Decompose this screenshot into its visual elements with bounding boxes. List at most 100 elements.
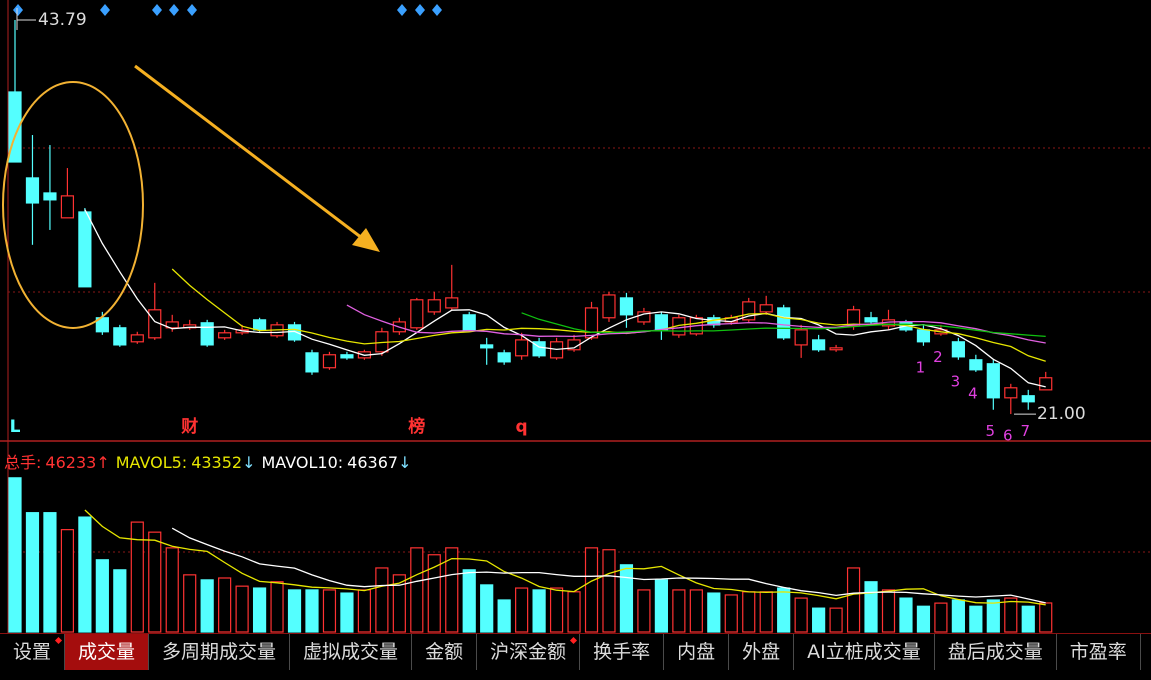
candle-body [777, 307, 791, 339]
ma-line [521, 312, 1046, 338]
candle-body [130, 334, 144, 343]
candle-body [1021, 395, 1035, 403]
volume-bar [637, 589, 651, 633]
volume-bar [1021, 605, 1035, 633]
volume-stat: MAVOL10: 46367↓ [262, 453, 412, 472]
candle-body [986, 363, 1000, 399]
tab-label: 多周期成交量 [162, 641, 277, 663]
tab-label: 虚拟成交量 [303, 641, 399, 663]
volume-bar [25, 512, 40, 633]
candle-body [951, 341, 965, 358]
volume-bar [130, 521, 144, 633]
candle-body [25, 177, 40, 204]
td-count: 1 [916, 358, 926, 376]
candle-body [1004, 387, 1018, 399]
volume-bar [410, 547, 424, 633]
tab[interactable]: 多周期成交量 [149, 634, 291, 670]
stat-value: 46367 [347, 453, 399, 472]
tab-label: 金额 [425, 641, 464, 663]
volume-bar [707, 592, 721, 633]
tab-label: 市盈率 [1069, 641, 1127, 663]
volume-bar [218, 577, 232, 633]
volume-bar [165, 547, 179, 633]
tab-label: 内盘 [677, 641, 716, 663]
volume-bar [549, 587, 564, 633]
candle-body [759, 304, 773, 313]
volume-bar [759, 591, 773, 633]
volume-bar [742, 591, 756, 633]
tab[interactable]: 成交量 [65, 634, 150, 670]
tab[interactable]: AI立桩成交量 [794, 634, 935, 670]
tab[interactable]: 换手率 [580, 634, 665, 670]
tab-bar: 设置 成交量 多周期成交量 虚拟成交量 金额 沪深金额 换手率 内盘 外盘 AI立桩成交量 盘后成交… [0, 633, 1151, 670]
candle-body [584, 307, 599, 339]
tab[interactable]: 设置 [0, 634, 66, 670]
ma-line [346, 304, 1046, 344]
candle-body [218, 332, 232, 339]
stat-value: 46233 [45, 453, 97, 472]
volume-bar [78, 516, 92, 633]
tab[interactable]: 金额 [412, 634, 478, 670]
volume-bar [934, 602, 948, 633]
volume-bar [270, 581, 284, 633]
candle-body [165, 321, 179, 329]
event-label: q [516, 417, 528, 437]
tab-label: 盘后成交量 [947, 641, 1043, 663]
candle-body [305, 352, 319, 373]
trend-arrow [134, 64, 380, 252]
volume-bar [1039, 602, 1053, 633]
low-label: 21.00 [1037, 404, 1086, 424]
ma-line [84, 509, 1046, 606]
tab[interactable]: 外盘 [729, 634, 795, 670]
tab[interactable]: 盘后成交量 [935, 634, 1057, 670]
candle-body [462, 314, 476, 331]
candle-body [287, 324, 302, 341]
candle-body [60, 195, 75, 219]
volume-bar [672, 589, 686, 633]
candle-body [43, 192, 57, 201]
td-count: 2 [933, 348, 943, 366]
candle-body [113, 327, 127, 346]
volume-bar [235, 585, 249, 633]
volume-bar [497, 599, 511, 633]
volume-bar [567, 591, 581, 633]
tab-label: AI立桩成交量 [807, 641, 921, 663]
candle-body [846, 309, 861, 327]
candle-body [794, 329, 808, 346]
stat-label: MAVOL10: [261, 453, 344, 472]
volume-bar [829, 607, 843, 633]
volume-bar [532, 589, 546, 633]
volume-bar [1004, 597, 1018, 633]
tab[interactable]: 内盘 [664, 634, 730, 670]
volume-bar [794, 597, 808, 633]
volume-bar [602, 549, 616, 633]
stat-arrow: ↑ [96, 453, 110, 472]
volume-bar [392, 574, 406, 633]
volume-bar [777, 587, 791, 633]
tab[interactable]: 沪深金额 [477, 634, 581, 670]
volume-bar [846, 567, 861, 633]
volume-bar [95, 559, 109, 633]
candle-body [340, 354, 354, 359]
volume-bar [200, 579, 214, 633]
candle-body [654, 314, 668, 331]
candle-body [1039, 377, 1053, 391]
ma-line [171, 527, 1046, 604]
event-diamonds [13, 4, 442, 16]
tab[interactable]: 市盈率 [1057, 634, 1141, 670]
candle-body [480, 344, 494, 349]
candle-body [445, 297, 459, 309]
tab[interactable]: 虚拟成交量 [290, 634, 413, 670]
volume-bar [183, 574, 197, 633]
candle-body [637, 311, 651, 323]
stat-arrow: ↓ [398, 453, 412, 472]
volume-bar [951, 599, 965, 633]
volume-bar [881, 589, 896, 633]
volume-bar [812, 607, 826, 633]
volume-bar [584, 547, 599, 633]
volume-bar [340, 592, 354, 633]
tab-label: 成交量 [78, 641, 136, 663]
